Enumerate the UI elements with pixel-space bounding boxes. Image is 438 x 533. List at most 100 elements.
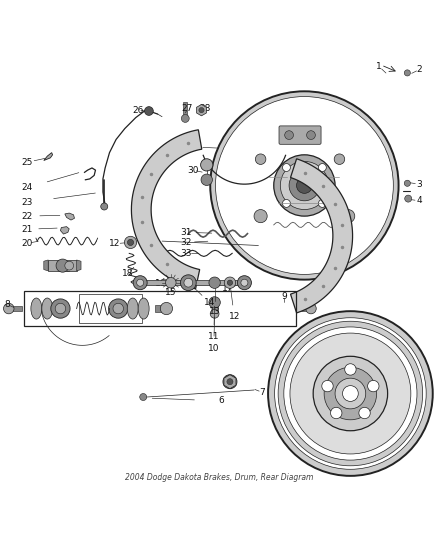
Ellipse shape [138, 298, 149, 319]
Text: 28: 28 [199, 104, 211, 114]
Circle shape [210, 310, 219, 318]
Circle shape [289, 170, 320, 201]
Text: 33: 33 [180, 249, 192, 258]
Circle shape [227, 378, 233, 385]
Ellipse shape [127, 298, 138, 319]
Circle shape [318, 164, 326, 172]
Text: 12: 12 [229, 312, 240, 321]
Bar [24, 292, 296, 326]
Circle shape [51, 299, 70, 318]
Text: 3: 3 [417, 180, 423, 189]
Circle shape [140, 393, 147, 400]
Circle shape [268, 311, 433, 476]
Circle shape [127, 239, 134, 246]
Text: 30: 30 [187, 166, 198, 175]
Polygon shape [212, 304, 218, 312]
Circle shape [285, 131, 293, 140]
Text: 32: 32 [180, 238, 192, 247]
Circle shape [306, 303, 316, 314]
Circle shape [180, 275, 196, 290]
Text: 10: 10 [208, 344, 219, 353]
Polygon shape [290, 159, 353, 313]
Text: 7: 7 [259, 387, 265, 397]
Polygon shape [280, 233, 328, 240]
Polygon shape [131, 130, 202, 289]
Circle shape [209, 297, 220, 308]
Text: 16: 16 [155, 279, 167, 288]
Circle shape [297, 177, 312, 193]
Bar [79, 294, 142, 323]
Polygon shape [60, 227, 69, 234]
Text: 8: 8 [4, 300, 11, 309]
Circle shape [324, 367, 377, 420]
Circle shape [404, 180, 410, 187]
Circle shape [345, 364, 356, 375]
Text: 2004 Dodge Dakota Brakes, Drum, Rear Diagram: 2004 Dodge Dakota Brakes, Drum, Rear Dia… [125, 473, 313, 482]
Text: 6: 6 [218, 397, 224, 406]
Circle shape [367, 381, 379, 392]
Circle shape [4, 303, 14, 314]
Circle shape [313, 356, 388, 431]
Text: 20: 20 [21, 239, 33, 248]
Circle shape [181, 115, 189, 123]
Circle shape [359, 407, 370, 419]
Circle shape [101, 203, 108, 210]
Text: 19: 19 [61, 265, 72, 274]
Circle shape [109, 299, 128, 318]
Text: 15: 15 [165, 288, 177, 297]
Circle shape [113, 303, 124, 314]
Text: 12: 12 [109, 239, 120, 248]
Circle shape [405, 195, 412, 202]
Polygon shape [9, 306, 22, 311]
Polygon shape [77, 260, 81, 271]
Text: 8: 8 [297, 300, 303, 309]
Text: 9: 9 [281, 292, 287, 301]
FancyBboxPatch shape [279, 126, 321, 144]
Circle shape [274, 155, 335, 216]
Text: 18: 18 [122, 270, 134, 278]
Circle shape [283, 199, 290, 207]
Text: 31: 31 [180, 228, 192, 237]
Text: 5: 5 [228, 378, 234, 387]
Circle shape [335, 378, 366, 409]
Circle shape [137, 279, 144, 286]
Circle shape [124, 236, 137, 248]
Text: 13: 13 [209, 306, 220, 316]
Circle shape [210, 91, 399, 280]
Circle shape [322, 381, 333, 392]
Text: 26: 26 [133, 106, 144, 115]
Polygon shape [298, 306, 311, 311]
Polygon shape [44, 152, 53, 160]
Polygon shape [65, 213, 74, 220]
Circle shape [290, 333, 411, 454]
Ellipse shape [42, 298, 53, 319]
Circle shape [283, 164, 290, 172]
Circle shape [56, 259, 69, 272]
Text: 2: 2 [417, 65, 422, 74]
Ellipse shape [31, 298, 42, 319]
Circle shape [223, 375, 237, 389]
Circle shape [241, 279, 248, 286]
Text: 29: 29 [187, 142, 198, 151]
Circle shape [275, 318, 426, 469]
Polygon shape [44, 260, 48, 271]
Circle shape [209, 277, 220, 288]
Text: 1: 1 [376, 62, 382, 71]
Polygon shape [138, 280, 245, 285]
Circle shape [318, 199, 326, 207]
Circle shape [133, 276, 147, 290]
Text: 17: 17 [222, 284, 233, 293]
Polygon shape [183, 102, 187, 118]
Circle shape [343, 386, 358, 401]
Circle shape [255, 154, 266, 165]
Circle shape [331, 407, 342, 419]
Circle shape [166, 278, 176, 288]
Text: 4: 4 [417, 196, 422, 205]
Circle shape [278, 321, 423, 466]
Circle shape [237, 276, 251, 290]
Circle shape [342, 209, 355, 223]
Circle shape [404, 70, 410, 76]
Text: 22: 22 [21, 212, 33, 221]
Circle shape [55, 303, 66, 314]
Text: 24: 24 [21, 183, 33, 192]
